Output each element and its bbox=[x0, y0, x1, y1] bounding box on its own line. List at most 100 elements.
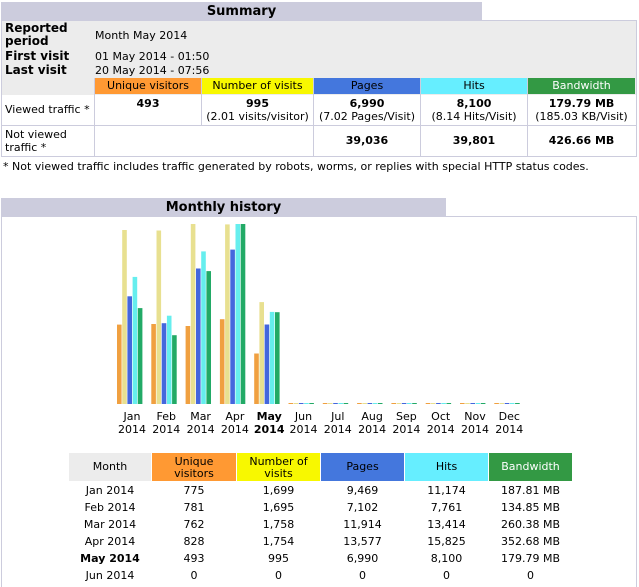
bar-visits-aug bbox=[362, 403, 367, 404]
not-viewed-traffic-label: Not viewed traffic * bbox=[5, 128, 67, 154]
bar-pages-jul bbox=[333, 403, 338, 404]
table-cell-visits: 1,695 bbox=[262, 501, 295, 514]
table-cell-pages: 9,469 bbox=[346, 484, 379, 497]
bar-unique-oct bbox=[425, 403, 431, 404]
table-cell-bandwidth: 260.38 MB bbox=[500, 518, 561, 531]
bar-pages-apr bbox=[230, 249, 235, 404]
history-panel bbox=[1, 216, 637, 587]
table-cell-bandwidth: 187.81 MB bbox=[500, 484, 561, 497]
not-viewed-hits: 39,801 bbox=[452, 134, 496, 147]
not-viewed-bandwidth: 426.66 MB bbox=[548, 134, 615, 147]
viewed-pages: 6,990 bbox=[349, 97, 385, 110]
bar-hits-oct bbox=[441, 403, 446, 404]
bar-hits-dec bbox=[509, 403, 515, 404]
month-label-year: 2014 bbox=[152, 423, 181, 436]
month-label-year: 2014 bbox=[392, 423, 421, 436]
table-cell-visits: 1,699 bbox=[262, 484, 295, 497]
viewed-visits-sub: (2.01 visits/visitor) bbox=[206, 110, 309, 123]
viewed-visits: 995 bbox=[246, 97, 269, 110]
summary-title: Summary bbox=[206, 4, 277, 19]
bar-unique-mar bbox=[185, 326, 191, 404]
header-bandwidth: Bandwidth bbox=[528, 78, 635, 94]
month-label-year: 2014 bbox=[253, 423, 285, 436]
month-label-may: May 2014 bbox=[252, 410, 286, 436]
viewed-pages-sub: (7.02 Pages/Visit) bbox=[318, 110, 416, 123]
table-cell-pages: 6,990 bbox=[346, 552, 379, 565]
bar-hits-sep bbox=[407, 403, 412, 404]
month-label-name: Feb bbox=[156, 410, 177, 423]
header-pages: Pages bbox=[314, 78, 420, 94]
bar-pages-nov bbox=[470, 403, 475, 404]
month-label-year: 2014 bbox=[461, 423, 489, 436]
bar-bandwidth-mar bbox=[206, 271, 211, 404]
month-label-year: 2014 bbox=[186, 423, 215, 436]
bar-pages-aug bbox=[367, 403, 373, 404]
bar-bandwidth-dec bbox=[515, 403, 520, 404]
month-label-aug: Aug 2014 bbox=[355, 410, 389, 436]
table-cell-unique: 828 bbox=[183, 535, 205, 548]
bar-hits-jan bbox=[132, 276, 138, 404]
month-label-name: Jun bbox=[294, 410, 313, 423]
month-label-name: Aug bbox=[361, 410, 383, 423]
table-header-month: Month bbox=[69, 453, 151, 481]
bar-visits-dec bbox=[499, 403, 505, 404]
header-hits: Hits bbox=[421, 78, 527, 94]
bar-unique-jul bbox=[322, 403, 328, 404]
bar-unique-aug bbox=[357, 403, 362, 404]
bar-unique-nov bbox=[460, 403, 465, 404]
table-cell-hits: 15,825 bbox=[427, 535, 466, 548]
not-viewed-pages: 39,036 bbox=[345, 134, 389, 147]
first-visit-value: 01 May 2014 - 01:50 bbox=[95, 50, 210, 63]
table-cell-month: Mar 2014 bbox=[83, 518, 137, 531]
bar-hits-may bbox=[269, 311, 275, 404]
month-label-jun: Jun 2014 bbox=[287, 410, 321, 436]
table-cell-visits: 0 bbox=[275, 569, 282, 582]
viewed-pages-cell: 6,990 (7.02 Pages/Visit) bbox=[314, 97, 420, 123]
table-cell-unique: 781 bbox=[183, 501, 205, 514]
viewed-visits-cell: 995 (2.01 visits/visitor) bbox=[202, 97, 313, 123]
month-label-oct: Oct 2014 bbox=[424, 410, 458, 436]
bar-bandwidth-oct bbox=[446, 403, 452, 404]
month-label-year: 2014 bbox=[495, 423, 524, 436]
viewed-hits-cell: 8,100 (8.14 Hits/Visit) bbox=[421, 97, 527, 123]
summary-grid bbox=[0, 0, 639, 160]
month-label-nov: Nov 2014 bbox=[458, 410, 492, 436]
viewed-unique-visitors: 493 bbox=[136, 97, 160, 110]
bar-hits-mar bbox=[201, 251, 206, 404]
viewed-hits-sub: (8.14 Hits/Visit) bbox=[431, 110, 517, 123]
not-viewed-row-bg bbox=[2, 126, 636, 156]
bar-pages-oct bbox=[436, 403, 441, 404]
month-label-name: Oct bbox=[431, 410, 451, 423]
table-cell-visits: 995 bbox=[268, 552, 289, 565]
bar-unique-jun bbox=[288, 403, 294, 404]
bar-bandwidth-may bbox=[275, 312, 280, 404]
month-label-name: Jan bbox=[123, 410, 141, 423]
month-label-sep: Sep 2014 bbox=[389, 410, 423, 436]
month-label-name: Mar bbox=[190, 410, 211, 423]
bar-unique-dec bbox=[494, 403, 499, 404]
bar-unique-sep bbox=[391, 403, 396, 404]
bar-pages-dec bbox=[504, 403, 510, 404]
table-cell-hits: 0 bbox=[443, 569, 450, 582]
table-header-bandwidth: Bandwidth bbox=[489, 453, 572, 481]
bar-visits-sep bbox=[396, 403, 402, 404]
bar-bandwidth-aug bbox=[377, 403, 383, 404]
last-visit-label: Last visit bbox=[5, 63, 67, 77]
month-label-mar: Mar 2014 bbox=[184, 410, 218, 436]
header-unique-visitors: Unique visitors bbox=[95, 78, 201, 94]
bar-unique-apr bbox=[219, 319, 225, 404]
viewed-bandwidth-cell: 179.79 MB (185.03 KB/Visit) bbox=[528, 97, 635, 123]
table-cell-visits: 1,758 bbox=[262, 518, 295, 531]
bar-unique-feb bbox=[151, 324, 156, 404]
month-label-apr: Apr 2014 bbox=[218, 410, 252, 436]
month-label-name: Sep bbox=[396, 410, 417, 423]
table-cell-hits: 7,761 bbox=[430, 501, 463, 514]
bar-pages-sep bbox=[401, 403, 407, 404]
summary-footnote: * Not viewed traffic includes traffic ge… bbox=[3, 160, 589, 173]
bar-pages-jan bbox=[127, 296, 132, 404]
bar-bandwidth-apr bbox=[240, 224, 246, 404]
month-label-year: 2014 bbox=[289, 423, 318, 436]
month-label-year: 2014 bbox=[118, 423, 146, 436]
month-label-name: Dec bbox=[498, 410, 520, 423]
table-cell-bandwidth: 0 bbox=[527, 569, 534, 582]
